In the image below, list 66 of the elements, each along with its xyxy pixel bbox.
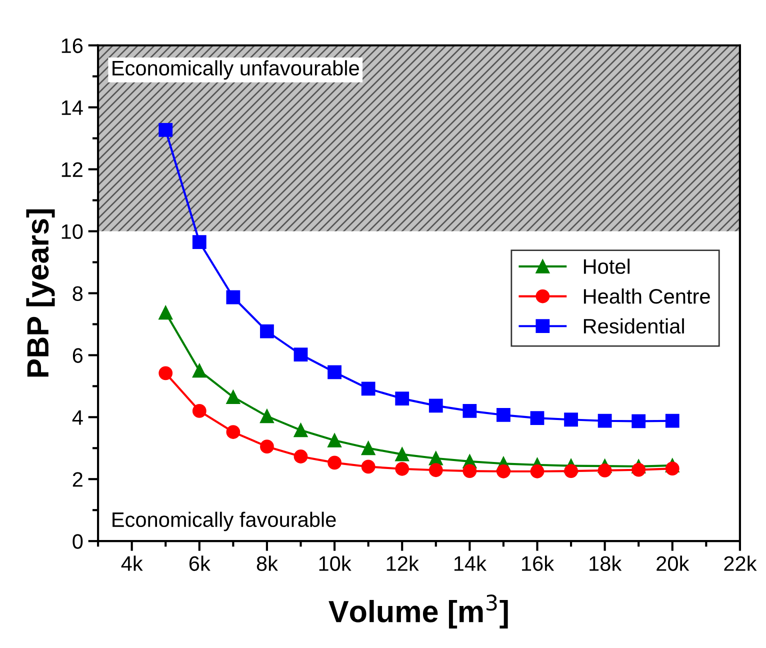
legend-label: Residential [584,318,684,334]
point [530,464,544,478]
legend-label: Health Centre [584,288,710,304]
point [395,447,410,462]
y-tick-label: 0 [72,534,83,549]
point [462,404,477,418]
point [158,306,173,320]
x-tick-label: 8k [256,556,278,571]
point [328,365,342,380]
legend-label: Hotel [584,258,630,274]
point [462,464,477,478]
point [226,390,240,404]
point [192,364,206,378]
point [496,408,510,422]
point [632,414,646,428]
point [395,392,410,406]
y-tick-label: 4 [72,410,83,425]
y-tick-label: 8 [72,286,83,301]
point [294,423,308,438]
x-axis-title: Volume [m$^{3}$] [328,594,508,628]
point [158,122,173,137]
point [665,414,680,428]
x-tick-label: 10k [319,556,352,571]
point [260,324,274,338]
y-tick-label: 12 [62,162,82,177]
x-tick-label: 14k [454,556,487,571]
point [192,404,206,418]
point [328,456,342,470]
y-axis-title: PBP [years] [26,209,55,377]
x-tick-label: 4k [121,556,143,571]
point [260,440,274,454]
point [260,409,274,424]
point [428,398,443,413]
y-tick-label: 2 [72,472,82,487]
y-tick-label: 16 [62,38,83,54]
x-tick-label: 16k [522,556,554,571]
x-tick-label: 12k [386,556,419,571]
point [598,463,612,478]
point [226,425,240,439]
point [632,462,646,477]
point [192,235,206,250]
point [564,412,578,427]
point [294,348,308,362]
x-tick-label: 6k [189,556,210,571]
x-tick-label: 20k [656,556,690,571]
point [328,433,342,448]
y-tick-label: 6 [72,348,83,363]
point [226,290,240,304]
point [598,414,612,428]
point [530,411,544,426]
point [361,441,376,456]
annotation: Economically favourable [112,512,336,532]
x-tick-label: 22k [724,556,757,571]
band-label: Economically unfavourable [112,60,359,80]
x-tick-label: 18k [590,556,622,571]
point [294,450,308,464]
y-tick-label: 14 [62,100,83,115]
point [564,464,578,478]
point [158,366,173,380]
point [665,462,680,476]
y-tick-label: 10 [62,224,83,240]
point [428,463,443,478]
point [395,462,410,476]
point [361,382,376,396]
point [496,464,510,478]
point [361,460,376,474]
